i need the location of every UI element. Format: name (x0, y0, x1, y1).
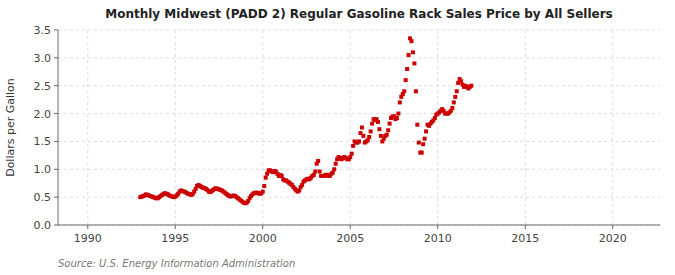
x-tick-label: 2015 (511, 232, 539, 245)
y-tick (54, 169, 58, 170)
point (332, 167, 336, 171)
point (388, 122, 392, 126)
source: Source: U.S. Energy Information Administ… (58, 258, 295, 269)
point (411, 50, 415, 54)
grid (58, 30, 660, 225)
point (424, 129, 428, 133)
point (452, 100, 456, 104)
point (377, 127, 381, 131)
x-tick-label: 1990 (74, 232, 102, 245)
point (361, 134, 365, 138)
y-tick (54, 141, 58, 142)
point (386, 128, 390, 132)
y-grid-line (58, 169, 660, 170)
x-grid-line (525, 30, 526, 225)
point (367, 135, 371, 139)
x-grid-line (87, 30, 88, 225)
point (423, 137, 427, 141)
point (398, 100, 402, 104)
x-tick (612, 225, 613, 229)
y-grid-line (58, 85, 660, 86)
y-tick (54, 113, 58, 114)
point (369, 129, 373, 133)
point (402, 89, 406, 93)
point (395, 116, 399, 120)
point (313, 170, 317, 174)
y-tick (54, 197, 58, 198)
x-grid-line (262, 30, 263, 225)
x-tick (87, 225, 88, 229)
x-tick-label: 2005 (336, 232, 364, 245)
point (469, 84, 473, 88)
point (405, 67, 409, 71)
point (404, 78, 408, 82)
y-grid-line (58, 30, 660, 31)
x-axis-line (58, 225, 660, 226)
x-tick-label: 2020 (599, 232, 627, 245)
point (414, 89, 418, 93)
point (410, 39, 414, 43)
point (417, 141, 421, 145)
point (407, 53, 411, 57)
point (421, 142, 425, 146)
point (350, 152, 354, 156)
y-axis-label: Dollars per Gallon (4, 78, 17, 177)
x-tick-label: 1995 (161, 232, 189, 245)
x-grid-line (350, 30, 351, 225)
y-tick (54, 57, 58, 58)
x-tick (525, 225, 526, 229)
point (415, 123, 419, 127)
point (334, 162, 338, 166)
points (138, 36, 473, 205)
point (455, 89, 459, 93)
point (261, 190, 265, 194)
point (453, 95, 457, 99)
y-tick (54, 225, 58, 226)
title: Monthly Midwest (PADD 2) Regular Gasolin… (105, 7, 613, 21)
x-tick (175, 225, 176, 229)
x-tick (350, 225, 351, 229)
point (357, 139, 361, 143)
x-tick (262, 225, 263, 229)
point (318, 170, 322, 174)
y-tick (54, 85, 58, 86)
point (264, 176, 268, 180)
y-grid-line (58, 225, 660, 226)
point (262, 184, 266, 188)
y-tick-label: 2.5 (34, 80, 52, 93)
x-tick (437, 225, 438, 229)
point (396, 112, 400, 116)
y-grid-line (58, 57, 660, 58)
y-tick-label: 1.5 (34, 135, 52, 148)
y-tick-label: 3.5 (34, 24, 52, 37)
y-tick (54, 30, 58, 31)
x-tick-label: 2010 (424, 232, 452, 245)
point (385, 133, 389, 137)
y-tick-label: 0.5 (34, 191, 52, 204)
chart: Monthly Midwest (PADD 2) Regular Gasolin… (0, 0, 675, 275)
y-tick-label: 0.0 (34, 219, 52, 232)
x-grid-line (437, 30, 438, 225)
x-tick-label: 2000 (249, 232, 277, 245)
point (376, 120, 380, 124)
y-axis-line (58, 30, 59, 225)
y-tick-label: 1.0 (34, 163, 52, 176)
point (412, 61, 416, 65)
point (450, 106, 454, 110)
x-grid-line (612, 30, 613, 225)
point (420, 151, 424, 155)
y-tick-label: 2.0 (34, 108, 52, 121)
y-tick-label: 3.0 (34, 52, 52, 65)
point (316, 159, 320, 163)
y-grid-line (58, 113, 660, 114)
point (360, 126, 364, 130)
